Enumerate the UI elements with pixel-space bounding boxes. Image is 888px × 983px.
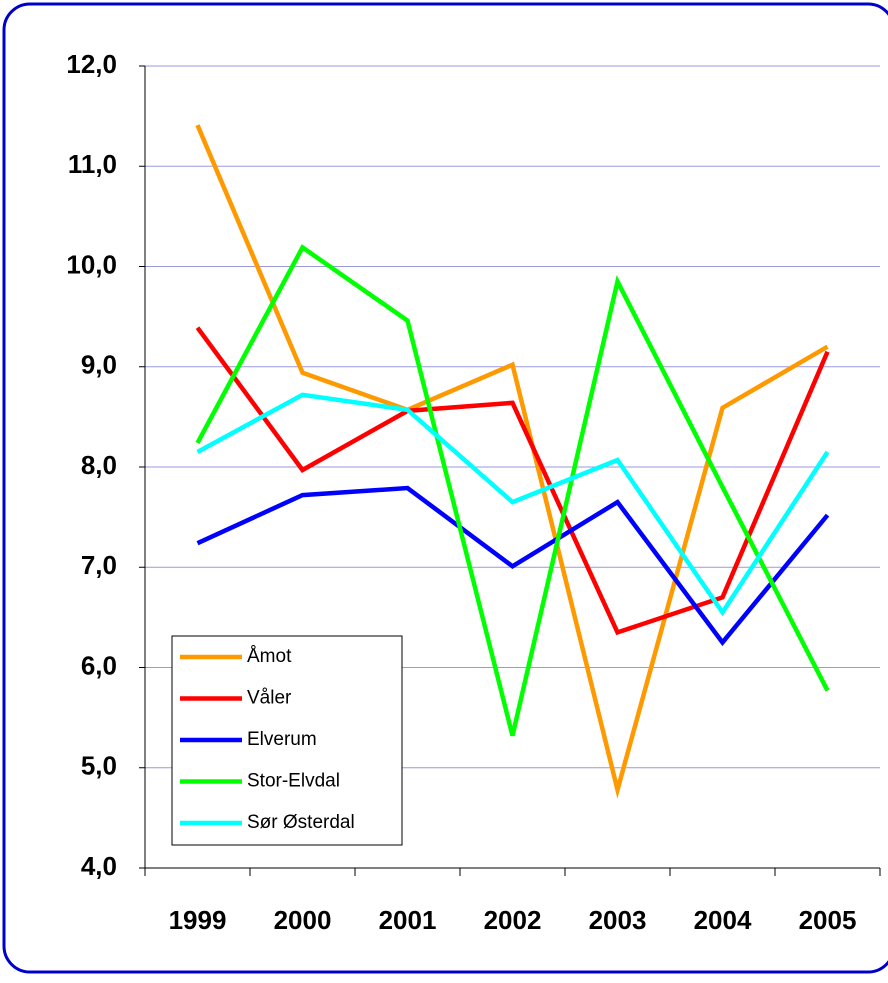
series-line	[196, 392, 830, 617]
legend-label: Stor-Elvdal	[247, 771, 340, 792]
legend-label: Åmot	[247, 646, 292, 667]
y-tick-label: 6,0	[81, 650, 117, 680]
series-line	[195, 326, 830, 636]
x-tick-label: 2002	[484, 905, 542, 935]
x-tick-label: 2000	[274, 905, 332, 935]
y-tick-label: 4,0	[81, 851, 117, 881]
x-tick-label: 1999	[169, 905, 227, 935]
y-tick-label: 8,0	[81, 450, 117, 480]
x-tick-label: 2001	[379, 905, 437, 935]
y-tick-label: 12,0	[66, 49, 117, 79]
x-tick-label: 2004	[694, 905, 752, 935]
y-tick-label: 11,0	[68, 149, 117, 179]
series-line	[195, 124, 829, 799]
y-tick-label: 10,0	[66, 249, 117, 279]
series-line	[195, 244, 830, 737]
series-line	[196, 485, 830, 647]
y-tick-label: 7,0	[81, 550, 117, 580]
legend-label: Elverum	[247, 729, 317, 750]
x-tick-label: 2003	[589, 905, 647, 935]
y-tick-label: 5,0	[81, 751, 117, 781]
legend-label: Sør Østerdal	[247, 812, 355, 833]
x-tick-label: 2005	[799, 905, 857, 935]
legend-label: Våler	[247, 688, 292, 709]
y-tick-label: 9,0	[81, 350, 117, 380]
